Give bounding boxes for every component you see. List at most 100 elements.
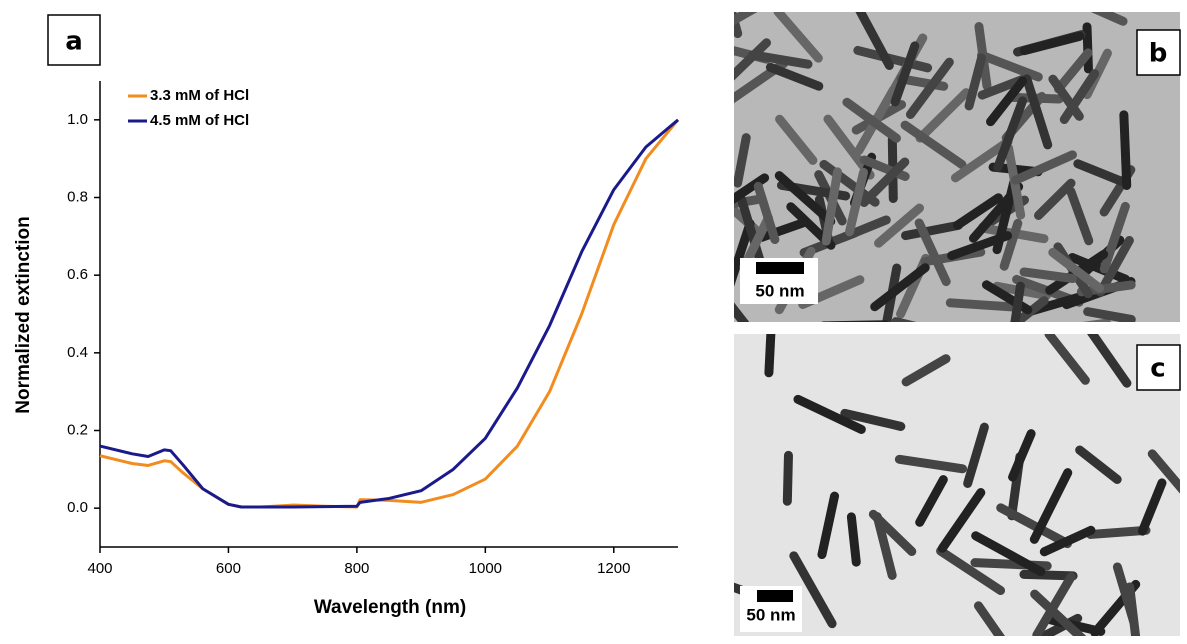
nanorod bbox=[853, 45, 933, 73]
legend-label: 3.3 mM of HCl bbox=[150, 87, 249, 104]
nanorod bbox=[823, 114, 875, 180]
nanorod bbox=[821, 167, 842, 246]
nanorod bbox=[891, 317, 917, 322]
nanorod bbox=[1053, 48, 1093, 94]
nanorod bbox=[1030, 589, 1087, 636]
nanorod bbox=[1010, 281, 1025, 322]
nanorod bbox=[1073, 159, 1128, 187]
nanorod bbox=[1044, 334, 1090, 385]
nanorod bbox=[1083, 307, 1136, 322]
x-tick-label: 600 bbox=[216, 560, 241, 577]
nanorod bbox=[1019, 569, 1078, 581]
nanorod bbox=[1090, 12, 1128, 26]
nanorod bbox=[890, 41, 920, 107]
nanorod bbox=[1019, 31, 1084, 56]
nanorod bbox=[937, 488, 986, 553]
y-tick-label: 0.6 bbox=[67, 266, 88, 283]
nanorod bbox=[1086, 525, 1151, 539]
panel-label-box bbox=[47, 14, 101, 66]
nanorod bbox=[874, 203, 925, 248]
nanorod bbox=[840, 408, 906, 431]
nanorod bbox=[901, 220, 963, 241]
nanorod bbox=[1048, 74, 1084, 121]
nanorod bbox=[1067, 253, 1131, 284]
nanorod bbox=[764, 334, 776, 378]
nanorod bbox=[734, 12, 743, 39]
nanorod bbox=[855, 12, 894, 70]
nanorod bbox=[996, 503, 1072, 549]
y-tick-label: 0.4 bbox=[67, 344, 88, 361]
nanorod bbox=[1019, 267, 1078, 283]
nanorod bbox=[1087, 334, 1132, 388]
nanorod bbox=[915, 88, 971, 143]
nanorod bbox=[817, 491, 840, 560]
nanorod bbox=[753, 181, 780, 245]
scale-bar bbox=[756, 262, 804, 274]
nanorod bbox=[1008, 429, 1036, 482]
nanorod bbox=[1039, 525, 1096, 557]
nanorod bbox=[964, 53, 987, 111]
nanorod bbox=[734, 38, 772, 81]
nanorod bbox=[1112, 562, 1139, 627]
nanorod bbox=[986, 76, 1028, 127]
nanorod bbox=[1096, 235, 1134, 297]
nanorod bbox=[734, 133, 751, 188]
nanorod bbox=[773, 12, 823, 63]
nanorod bbox=[1033, 178, 1076, 220]
nanorod bbox=[870, 263, 930, 312]
nanorod bbox=[936, 546, 1006, 596]
x-tick-label: 1200 bbox=[597, 560, 630, 577]
x-axis-label: Wavelength (nm) bbox=[314, 597, 466, 618]
nanorod bbox=[846, 512, 861, 567]
nanorod bbox=[734, 195, 762, 209]
panel-label-box bbox=[1136, 344, 1181, 391]
nanorod bbox=[1119, 110, 1132, 191]
nanorod bbox=[1010, 150, 1077, 185]
nanorod bbox=[914, 218, 951, 287]
nanorod bbox=[1075, 445, 1122, 484]
nanorod bbox=[945, 298, 1024, 312]
nanorod bbox=[1082, 22, 1093, 74]
tem-rods bbox=[734, 334, 1180, 636]
nanorod bbox=[737, 195, 766, 267]
x-tick-label: 800 bbox=[344, 560, 369, 577]
nanorod bbox=[915, 475, 948, 527]
nanorod bbox=[963, 422, 989, 488]
series-line bbox=[99, 118, 679, 509]
legend-label: 4.5 mM of HCl bbox=[150, 112, 249, 129]
nanorod bbox=[782, 450, 793, 506]
nanorod bbox=[894, 454, 968, 474]
nanorod bbox=[734, 219, 755, 287]
y-tick-label: 0.2 bbox=[67, 421, 88, 438]
nanorod bbox=[1032, 572, 1076, 636]
nanorod bbox=[1082, 318, 1112, 322]
nanorod bbox=[774, 171, 836, 226]
nanorod bbox=[842, 97, 901, 143]
nanorod bbox=[1147, 449, 1180, 494]
nanorod bbox=[821, 321, 831, 322]
panel-label: a bbox=[65, 27, 83, 57]
nanorod bbox=[1022, 74, 1053, 150]
nanorod bbox=[1048, 247, 1105, 293]
nanorod bbox=[868, 509, 917, 556]
nanorod bbox=[1066, 186, 1094, 246]
scale-bar-label: 50 nm bbox=[746, 605, 795, 624]
y-tick-label: 0.0 bbox=[67, 499, 88, 516]
y-tick-label: 1.0 bbox=[67, 111, 88, 128]
nanorod bbox=[1059, 69, 1100, 125]
nanorod bbox=[977, 50, 1043, 82]
nanorod bbox=[993, 96, 1028, 172]
nanorod bbox=[968, 182, 1024, 243]
plot: 0.0 0.2 0.4 0.6 0.8 1.0 400 600 800 1000 1200 3.3 m… bbox=[67, 81, 680, 577]
nanorod bbox=[1099, 201, 1130, 274]
scale-bar bbox=[757, 590, 793, 602]
nanorod bbox=[775, 114, 818, 165]
nanorod bbox=[747, 50, 813, 69]
nanorod bbox=[971, 531, 1046, 577]
nanorod bbox=[947, 231, 1013, 261]
panel-label: b bbox=[1149, 39, 1168, 69]
y-tick-label: 0.8 bbox=[67, 188, 88, 205]
nanorod bbox=[953, 193, 1003, 230]
